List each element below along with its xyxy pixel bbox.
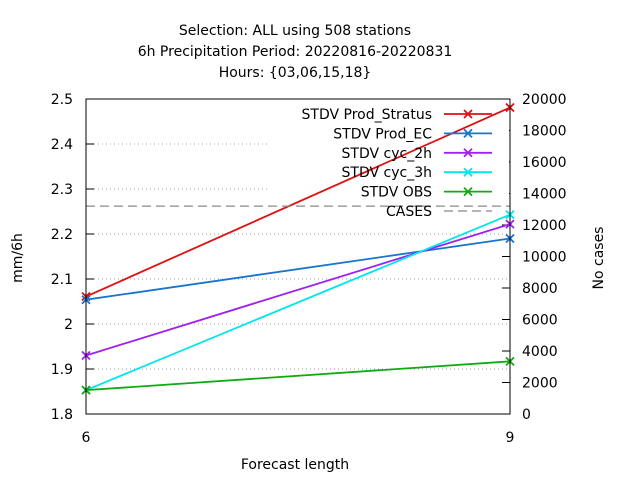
series-line [85, 237, 511, 301]
plot-frame [85, 98, 511, 415]
y-tick-label: 1.8 [51, 407, 73, 423]
legend: STDV Prod_Stratus STDV Prod_EC STDV cyc_2h… [302, 107, 492, 220]
y2-tick-label: 2000 [522, 376, 558, 392]
y-tick-label: 2.2 [51, 227, 73, 243]
legend-label: STDV Prod_EC [333, 126, 432, 142]
y-tick-label: 2.3 [51, 182, 73, 198]
x-tick-label: 6 [82, 430, 91, 446]
x-axis-label: Forecast length [241, 457, 349, 473]
y2-tick-label: 8000 [522, 281, 558, 297]
y-tick-label: 2.4 [51, 137, 73, 153]
legend-entry: STDV Prod_EC [333, 126, 492, 142]
title-line-2: 6h Precipitation Period: 20220816-202208… [138, 44, 453, 60]
series-stdv-obs [81, 356, 515, 395]
y-tick-label: 2 [64, 317, 73, 333]
y2-tick-label: 0 [522, 407, 531, 423]
y2-tick-label: 12000 [522, 218, 567, 234]
legend-background [270, 104, 509, 223]
legend-label: CASES [386, 204, 432, 220]
legend-label: STDV Prod_Stratus [302, 107, 432, 123]
legend-label: STDV cyc_2h [342, 146, 432, 162]
legend-entry: CASES [386, 204, 492, 220]
y-axis-label: mm/6h [10, 233, 26, 283]
y-tick-label: 2.1 [51, 272, 73, 288]
y2-tick-label: 10000 [522, 250, 567, 266]
y-tick-label: 2.5 [51, 92, 73, 108]
legend-box [270, 104, 509, 223]
data-point [463, 186, 473, 197]
data-point [463, 148, 473, 158]
chart-title: Selection: ALL using 508 stations 6h Prec… [138, 23, 453, 81]
title-line-3: Hours: {03,06,15,18} [219, 65, 372, 81]
series-lines [81, 102, 515, 395]
legend-label: STDV cyc_3h [342, 165, 432, 181]
series-line [85, 106, 511, 298]
y2-tick-label: 4000 [522, 344, 558, 360]
legend-entry: STDV OBS [361, 185, 492, 201]
legend-entry: STDV cyc_3h [342, 165, 492, 181]
data-point [463, 167, 473, 177]
axes: 1.8 1.9 2 2.1 2.2 2.3 2.4 2.5 0 2000 4000 6000 8000 1… [10, 92, 607, 473]
y2-axis-label: No cases [591, 227, 607, 290]
data-point [463, 109, 473, 119]
y2-tick-label: 20000 [522, 92, 567, 108]
y-tick-label: 1.9 [51, 362, 73, 378]
series-stdv-cyc-2h [81, 219, 515, 361]
series-line [85, 213, 511, 391]
y2-tick-label: 14000 [522, 187, 567, 203]
y2-tick-label: 16000 [522, 155, 567, 171]
series-line [85, 360, 511, 392]
legend-label: STDV OBS [361, 185, 432, 201]
title-line-1: Selection: ALL using 508 stations [179, 23, 411, 39]
x-tick-label: 9 [506, 430, 515, 446]
y2-tick-label: 18000 [522, 124, 567, 140]
series-stdv-cyc-3h [81, 210, 515, 395]
legend-entry: STDV cyc_2h [342, 146, 492, 162]
data-point [463, 128, 473, 139]
legend-entry: STDV Prod_Stratus [302, 107, 492, 123]
y2-tick-label: 6000 [522, 313, 558, 329]
series-line [85, 223, 511, 357]
